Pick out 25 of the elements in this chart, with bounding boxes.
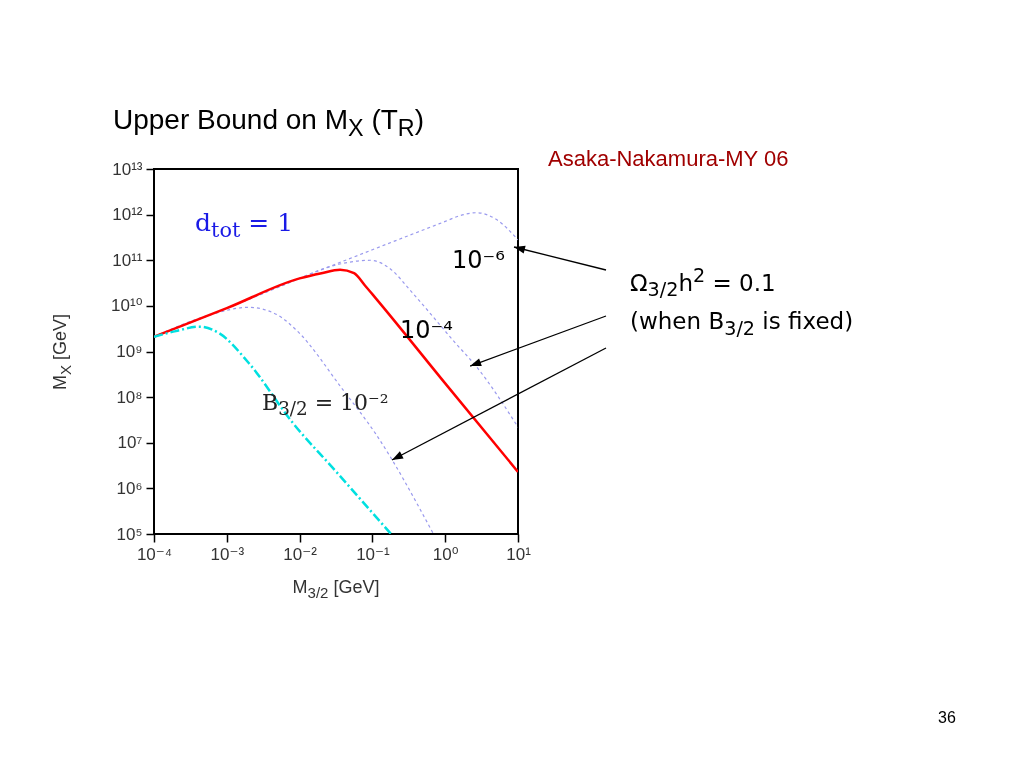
y-tick-label: 10¹⁰ (111, 296, 143, 316)
x-tick-label: 10⁻¹ (356, 544, 391, 564)
y-tick-label: 10⁶ (116, 478, 143, 498)
x-axis-title: M$_{3/2}$ [GeV] (292, 577, 380, 601)
y-tick-label: 10⁸ (116, 387, 143, 407)
text: Ω$_{3/2}$h$^{2}$ = 0.1 (630, 264, 776, 302)
y-tick-label: 10⁹ (116, 342, 143, 361)
x-tick-label: 10⁻² (283, 544, 318, 564)
x-tick-label: 10⁻³ (210, 544, 245, 564)
y-tick-label: 10¹¹ (112, 250, 143, 270)
annotation: 10⁻⁴ (400, 316, 453, 344)
y-tick-label: 10¹³ (112, 159, 143, 179)
text: Asaka-Nakamura-MY 06 (548, 146, 789, 171)
annotation: (when B$_{3/2}$ is fixed) (630, 308, 854, 340)
text: 36 (938, 709, 956, 726)
annotation: B$_{3/2}$ = 10⁻² (262, 390, 389, 420)
annotation: d$_{tot}$ = 1 (195, 208, 294, 242)
y-tick-label: 10¹² (112, 205, 143, 225)
x-tick-label: 10¹ (506, 544, 532, 564)
annotation: 10⁻⁶ (452, 246, 505, 274)
y-tick-label: 10⁵ (116, 524, 143, 544)
x-tick-label: 10⁰ (432, 544, 459, 564)
x-tick-label: 10⁻⁴ (136, 544, 173, 564)
y-tick-label: 10⁷ (117, 433, 143, 453)
chart-title: Upper Bound on M$_{X}$ (T$_{R}$) (113, 104, 425, 141)
